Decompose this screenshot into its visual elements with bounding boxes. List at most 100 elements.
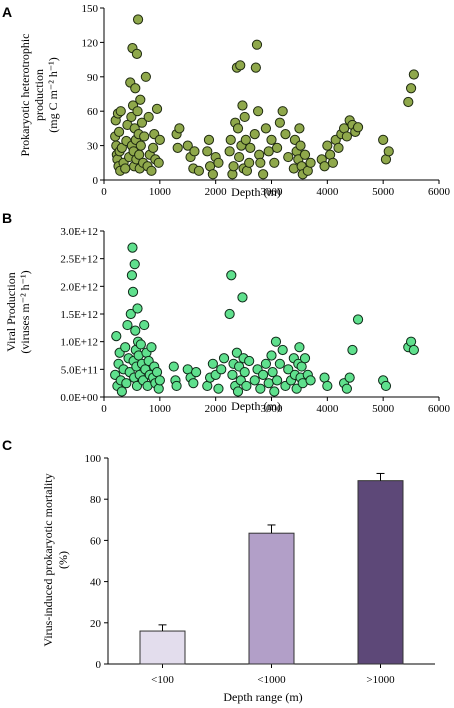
panel-a-data-point bbox=[135, 94, 146, 105]
panel-b-data-point bbox=[168, 361, 179, 372]
panel-a-data-point bbox=[148, 142, 159, 153]
panel-a-x-tick-label: 4000 bbox=[316, 186, 339, 198]
panel-a-data-point bbox=[139, 131, 150, 142]
panel-a-data-point bbox=[151, 103, 163, 115]
panel-a-data-point bbox=[294, 123, 305, 134]
panel-b-data-point bbox=[135, 339, 146, 350]
panel-a-data-point bbox=[203, 134, 215, 145]
panel-b-data-point bbox=[129, 259, 140, 270]
panel-b-data-point bbox=[347, 344, 358, 356]
panel-c: C Virus-induced prokaryotic mortality (%… bbox=[2, 437, 435, 704]
panel-b-data-point bbox=[171, 380, 182, 392]
panel-b-data-point bbox=[274, 358, 285, 369]
panel-b-data-point bbox=[122, 319, 133, 331]
panel-a-data-point bbox=[280, 129, 291, 140]
panel-b-data-point bbox=[121, 378, 132, 389]
panel-b-data-point bbox=[277, 344, 288, 356]
panel-a-letter: A bbox=[2, 4, 12, 20]
panel-c-ylabel-line2: (%) bbox=[56, 551, 70, 569]
panel-c-y-tick-label: 100 bbox=[85, 453, 102, 465]
panel-b-data-point bbox=[269, 386, 280, 397]
panel-c-letter: C bbox=[2, 437, 12, 453]
panel-c-y-tick-label: 0 bbox=[96, 659, 102, 671]
panel-a-data-point bbox=[245, 142, 256, 153]
panel-b-data-point bbox=[260, 358, 272, 369]
panel-b-data-point bbox=[232, 386, 244, 397]
panel-b-data-point bbox=[127, 242, 138, 253]
panel-b-y-tick-label: 2.0E+12 bbox=[60, 281, 98, 293]
panel-b-data-point bbox=[305, 375, 316, 386]
panel-a-data-point bbox=[140, 71, 151, 82]
panel-a-data-point bbox=[174, 123, 185, 134]
panel-b-y-tick-label: 1.0E+12 bbox=[60, 337, 98, 349]
panel-a-data-point bbox=[146, 165, 157, 176]
panel-a-data-point bbox=[249, 129, 260, 140]
panel-a-data-point bbox=[126, 111, 137, 123]
panel-a-data-point bbox=[131, 48, 143, 59]
panel-b-data-point bbox=[218, 353, 230, 364]
panel-a-y-tick-label: 60 bbox=[87, 106, 99, 118]
panel-b-data-point bbox=[116, 386, 127, 397]
panel-b-data-point bbox=[344, 372, 355, 383]
panel-b-data-point bbox=[213, 383, 224, 394]
panel-b-axes: 0 1000 2000 3000 4000 5000 6000 0.0E+00 5.0E+11 1… bbox=[60, 226, 450, 415]
panel-a-data-point bbox=[258, 169, 269, 180]
panel-a-data-point bbox=[135, 140, 146, 151]
panel-b-data-point bbox=[352, 314, 364, 325]
panel-a-x-tick-label: 3000 bbox=[261, 186, 284, 198]
panel-a-y-tick-label: 30 bbox=[87, 141, 99, 153]
panel-a-data-point bbox=[202, 146, 213, 157]
panel-b-y-tick-label: 0.0E+00 bbox=[60, 392, 98, 404]
panel-a-data-point bbox=[327, 157, 339, 168]
panel-b-data-point bbox=[207, 358, 218, 369]
panel-b-xlabel: Depth (m) bbox=[231, 399, 281, 413]
panel-b-data-point bbox=[111, 331, 122, 342]
panel-b-data-point bbox=[154, 375, 165, 386]
panel-a-data-point bbox=[403, 96, 414, 108]
panel-b-data-point bbox=[191, 367, 202, 378]
panel-a-data-point bbox=[269, 157, 280, 168]
panel-a-y-tick-label: 90 bbox=[87, 72, 99, 84]
panel-c-bar bbox=[139, 630, 186, 665]
panel-a-x-tick-label: 2000 bbox=[205, 186, 228, 198]
panel-a-x-tick-label: 0 bbox=[101, 186, 107, 198]
panel-b-data-point bbox=[258, 369, 269, 380]
panel-a-data-point bbox=[115, 106, 126, 117]
panel-a-data-point bbox=[132, 14, 144, 25]
panel-b-data-point bbox=[408, 344, 419, 356]
panel-a-data-point bbox=[224, 146, 235, 157]
panel-b-data-point bbox=[216, 364, 227, 375]
panel-c-ylabel-line1: Virus-induced prokaryotic mortality bbox=[41, 473, 55, 646]
panel-c-bar bbox=[357, 480, 404, 665]
panel-b-data-point bbox=[126, 270, 138, 281]
panel-a-data-point bbox=[255, 157, 266, 168]
panel-c-y-tick-label: 60 bbox=[90, 535, 102, 547]
panel-b-data-point bbox=[127, 286, 139, 297]
panel-b-data-point bbox=[130, 325, 141, 336]
panel-a-data-point bbox=[232, 123, 244, 134]
panel-b-ylabel-line1: Viral Production bbox=[4, 272, 18, 352]
panel-a-data-point bbox=[274, 117, 285, 128]
panel-a-ylabel-line3: (mg C m⁻² h⁻¹) bbox=[46, 57, 60, 133]
panel-a-xlabel: Depth (m) bbox=[231, 185, 281, 199]
panel-b-data-point bbox=[239, 367, 250, 378]
panel-a-y-tick-label: 120 bbox=[82, 37, 99, 49]
panel-b-data-point bbox=[283, 364, 294, 375]
panel-b-data-point bbox=[294, 342, 305, 353]
panel-a-data-point bbox=[405, 83, 417, 94]
panel-b-data-point bbox=[255, 383, 266, 394]
panel-a-data-point bbox=[352, 122, 364, 133]
panel-a-data-point bbox=[130, 83, 141, 94]
panel-b-data-point bbox=[237, 292, 248, 303]
panel-a-data-point bbox=[132, 106, 143, 117]
panel-b-y-tick-label: 5.0E+11 bbox=[61, 364, 98, 376]
panel-a-data-point bbox=[153, 157, 164, 168]
panel-a-data-point bbox=[228, 161, 239, 172]
panel-b-data-point bbox=[380, 380, 392, 392]
panel-b-data-point bbox=[132, 303, 143, 314]
panel-c-y-tick-label: 80 bbox=[90, 494, 102, 506]
panel-a-data-point bbox=[193, 165, 205, 176]
panel-c-y-tick-label: 40 bbox=[90, 577, 102, 589]
panel-b-data-point bbox=[146, 342, 157, 353]
